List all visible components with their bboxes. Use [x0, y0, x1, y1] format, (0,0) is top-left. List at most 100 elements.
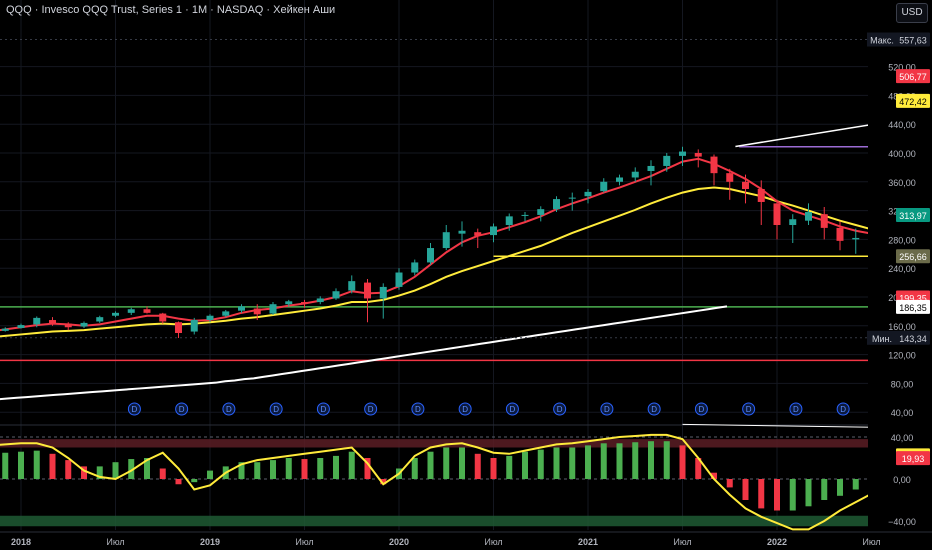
dividend-marker: [789, 402, 803, 416]
candle-body: [285, 301, 293, 305]
candle-body: [647, 165, 655, 171]
price-tag-bg: [896, 32, 930, 47]
price-tick-label: 280,00: [888, 235, 916, 245]
dividend-marker-label: D: [604, 405, 610, 414]
candlestick-series[interactable]: [0, 40, 932, 340]
candle-body: [742, 181, 749, 189]
dividend-marker-label: D: [510, 405, 516, 414]
candle-body: [710, 156, 718, 174]
price-tag-value: 256,66: [899, 252, 927, 262]
price-tick-label: 80,00: [891, 379, 914, 389]
histogram-bar: [726, 479, 733, 488]
price-tick-label: 440,00: [888, 120, 916, 130]
chart-title: QQQ · Invesco QQQ Trust, Series 1 · 1М ·…: [6, 4, 336, 16]
histogram-bar: [49, 453, 56, 479]
time-tick-label: Июл: [484, 537, 502, 547]
candle-body: [222, 311, 230, 316]
price-tag-label-bg: [867, 330, 897, 345]
histogram-bar: [301, 459, 308, 479]
dividend-marker-label: D: [557, 405, 563, 414]
osc-tick-label: 40,00: [891, 433, 914, 443]
histogram-bar: [679, 445, 686, 479]
time-tick-label: 2018: [11, 537, 31, 547]
price-tick-label: 120,00: [888, 351, 916, 361]
histogram-bar: [112, 462, 119, 479]
candle-body: [379, 286, 387, 299]
dividend-marker: [222, 402, 236, 416]
histogram-bar: [191, 479, 198, 483]
histogram-bar: [616, 443, 623, 479]
histogram-bar: [18, 451, 24, 479]
currency-button[interactable]: USD: [896, 3, 928, 23]
price-tick-label: 520,00: [888, 63, 916, 73]
candle-body: [112, 312, 119, 316]
histogram-bar: [81, 466, 87, 479]
histogram-bar: [270, 460, 276, 479]
candle-body: [726, 173, 734, 182]
ma-line: [0, 305, 728, 401]
dividend-marker-label: D: [840, 405, 846, 414]
dividend-markers[interactable]: DDDDDDDDDDDDDDDDDDDDD: [127, 402, 932, 416]
overbought-band: [0, 439, 932, 448]
dividend-marker: [411, 402, 425, 416]
candle-body: [411, 262, 419, 273]
time-tick-label: Июл: [673, 537, 691, 547]
osc-tick-label: −40,00: [888, 517, 916, 527]
candle-body: [474, 232, 482, 236]
price-tag-label-bg: [867, 32, 897, 47]
histogram-bar: [317, 458, 324, 479]
histogram-bar: [632, 442, 639, 479]
dividend-marker: [836, 402, 850, 416]
histogram-bar: [821, 479, 828, 500]
time-axis-bg: [0, 532, 932, 550]
price-tag-value: 313,97: [899, 211, 927, 221]
time-tick-label: Июл: [295, 537, 313, 547]
dividend-marker-label: D: [699, 405, 705, 414]
price-tag-bg: [896, 299, 930, 314]
histogram-bar: [348, 451, 355, 479]
histogram-bar: [254, 462, 261, 479]
candle-body: [584, 191, 592, 197]
dividend-marker-label: D: [226, 405, 232, 414]
candle-body: [190, 320, 198, 332]
histogram-bar: [144, 458, 150, 479]
histogram-bar: [490, 458, 497, 479]
histogram-bar: [837, 479, 843, 496]
trendline: [735, 114, 932, 148]
histogram-bar: [711, 472, 717, 479]
histogram-bar: [175, 479, 182, 485]
candle-body: [80, 322, 88, 327]
candle-body: [568, 197, 576, 199]
histogram-bar: [128, 459, 135, 479]
candle-body: [694, 153, 702, 157]
histogram-bar: [553, 447, 560, 479]
price-tag-value: 506,77: [899, 72, 927, 82]
dividend-marker-label: D: [793, 405, 799, 414]
candle-body: [316, 298, 324, 303]
osc-tick-label: 0,00: [893, 475, 911, 485]
histogram-bar: [33, 450, 40, 479]
candle-body: [427, 248, 434, 263]
dividend-marker-label: D: [273, 405, 279, 414]
histogram-bar: [805, 479, 812, 507]
oversold-band: [0, 515, 932, 527]
time-tick-label: 2022: [767, 537, 787, 547]
candle-body: [253, 308, 261, 315]
price-tag-label: Макс.: [870, 36, 894, 46]
candle-body: [773, 203, 781, 225]
dividend-marker: [647, 402, 661, 416]
candle-body: [96, 317, 104, 322]
time-tick-label: 2020: [389, 537, 409, 547]
price-tag-value: 557,63: [899, 36, 927, 46]
osc-tag-bg: [896, 451, 930, 466]
histogram-bar: [427, 451, 434, 479]
dividend-marker-label: D: [651, 405, 657, 414]
dividend-marker: [127, 402, 141, 416]
price-tick-label: 360,00: [888, 178, 916, 188]
candle-body: [505, 216, 513, 225]
time-axis[interactable]: 2018Июл2019Июл2020Июл2021Июл2022Июл2023И…: [0, 531, 932, 550]
price-tag-value: 143,34: [899, 334, 927, 344]
time-tick-label: Июл: [106, 537, 124, 547]
